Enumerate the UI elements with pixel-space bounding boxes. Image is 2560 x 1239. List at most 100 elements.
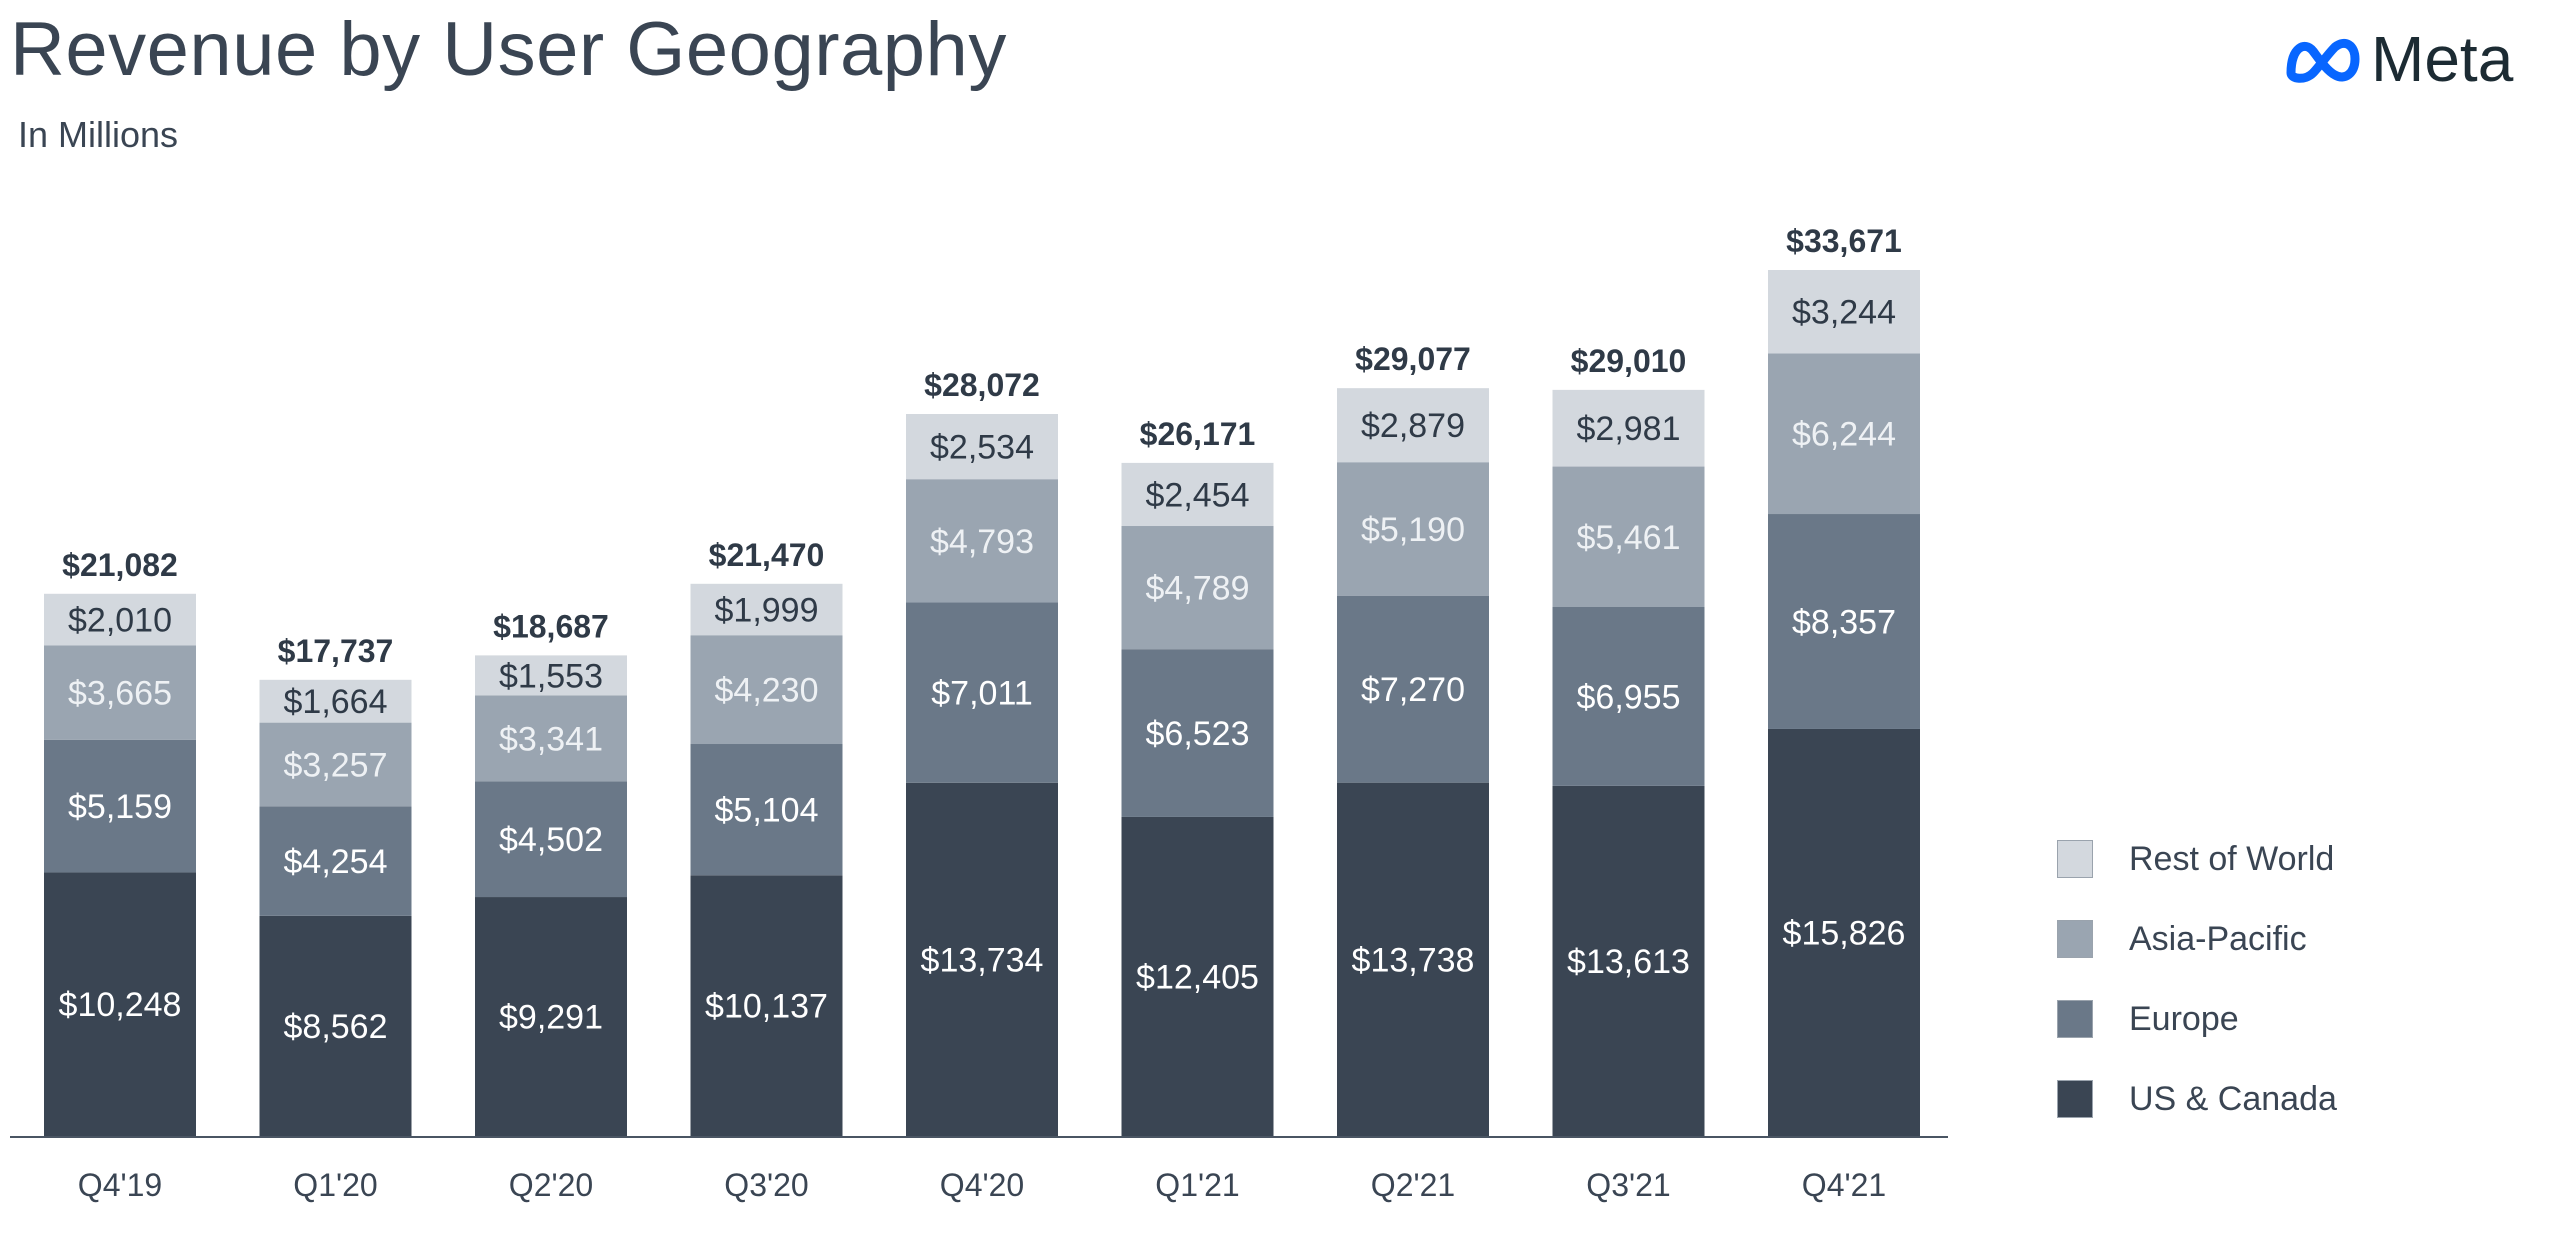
total-label: $21,470 [709,537,825,573]
bar-segment [475,897,627,1136]
data-label: $7,011 [931,675,1032,713]
bar-segment [475,695,627,782]
x-tick-label: Q3'21 [1586,1167,1670,1203]
bar-segment [259,806,412,916]
bar-segment [690,744,843,876]
x-tick-label: Q2'21 [1371,1167,1455,1203]
data-label: $15,826 [1783,914,1906,952]
data-label: $9,291 [499,999,603,1037]
data-label: $3,341 [499,720,603,758]
bar-segment [1121,816,1274,1136]
stacked-bar-chart: $10,248 $5,159 $3,665 $2,010 $21,082 Q4'19 $8,… [10,223,1948,1203]
bar-segment [690,875,843,1136]
bar-segment [259,679,412,723]
bar-segment [44,872,196,1136]
total-label: $21,082 [62,547,178,583]
bar-segment [475,781,627,898]
x-tick-label: Q4'21 [1802,1167,1886,1203]
total-label: $18,687 [493,608,609,644]
bar-segment [690,635,843,745]
bar-segment [906,414,1058,480]
x-tick-label: Q3'20 [724,1167,808,1203]
meta-logo: Meta [2283,23,2513,95]
data-label: $1,664 [284,683,388,721]
legend-item-rest-of-world: Rest of World [2057,840,2457,888]
data-label: $8,562 [284,1008,388,1046]
data-label: $13,738 [1352,941,1475,979]
data-label: $2,879 [1361,407,1465,445]
legend-item-europe: Europe [2057,1000,2457,1048]
legend-item-us-canada: US & Canada [2057,1080,2457,1128]
bar-segment [1121,649,1274,817]
data-label: $2,454 [1146,476,1250,514]
bar-segment [475,655,627,696]
data-label: $5,461 [1577,519,1681,557]
x-tick-label: Q4'20 [940,1167,1024,1203]
meta-infinity-path [2286,39,2360,83]
data-label: $2,010 [68,602,172,640]
data-label: $6,523 [1146,715,1250,753]
bar-segment [906,782,1058,1136]
bar-segment [1121,526,1274,650]
data-label: $4,789 [1146,570,1250,608]
data-label: $5,104 [715,792,819,830]
bar-segment [1768,514,1920,729]
data-label: $10,248 [59,986,182,1024]
bar-segment [1337,595,1489,783]
bar-segment [690,583,843,636]
legend-label-europe: Europe [2129,1000,2239,1038]
data-label: $13,734 [921,941,1044,979]
chart-title: Revenue by User Geography [10,7,1007,92]
data-label: $5,159 [68,788,172,826]
legend-swatch-asia-pacific [2057,920,2093,958]
bar-segment [1337,462,1489,596]
bar-segment [259,915,412,1136]
bar-segment [1768,728,1920,1136]
legend-label-rest-of-world: Rest of World [2129,840,2335,878]
data-label: $4,502 [499,821,603,859]
data-label: $4,254 [284,843,388,881]
total-label: $28,072 [924,367,1040,403]
total-label: $29,077 [1355,341,1471,377]
data-label: $13,613 [1567,943,1690,981]
bar-segment [906,479,1058,603]
data-label: $5,190 [1361,511,1465,549]
bar-segment [1337,388,1489,463]
bar-segment [1552,466,1705,608]
data-label: $7,270 [1361,671,1465,709]
total-label: $33,671 [1786,223,1902,259]
legend-swatch-rest-of-world [2057,840,2093,878]
bar-segment [1552,607,1705,786]
bar-segment [1768,270,1920,354]
bar-segment [906,602,1058,783]
bar-segment [44,645,196,740]
bar-segment [259,722,412,807]
bar-segment [44,739,196,873]
legend-swatch-europe [2057,1000,2093,1038]
data-label: $12,405 [1136,958,1259,996]
data-label: $2,981 [1577,410,1681,448]
bar-segment [1552,389,1705,467]
data-label: $1,553 [499,657,603,695]
total-label: $29,010 [1571,343,1687,379]
data-label: $6,244 [1792,416,1896,454]
bar-segment [1121,462,1274,527]
total-label: $26,171 [1140,416,1256,452]
legend-label-asia-pacific: Asia-Pacific [2129,920,2307,958]
legend-swatch-us-canada [2057,1080,2093,1118]
bar-segment [44,593,196,646]
legend-label-us-canada: US & Canada [2129,1080,2337,1118]
data-label: $6,955 [1577,678,1681,716]
data-label: $2,534 [930,429,1034,467]
bar-segment [1768,353,1920,515]
data-label: $4,230 [715,672,819,710]
bar-segment [1337,782,1489,1136]
data-label: $8,357 [1792,603,1896,641]
legend-item-asia-pacific: Asia-Pacific [2057,920,2457,968]
data-label: $3,257 [284,746,388,784]
bar-segment [1552,785,1705,1136]
x-tick-label: Q1'20 [293,1167,377,1203]
chart-subtitle: In Millions [18,114,179,155]
total-label: $17,737 [278,633,394,669]
data-label: $3,244 [1792,294,1896,332]
